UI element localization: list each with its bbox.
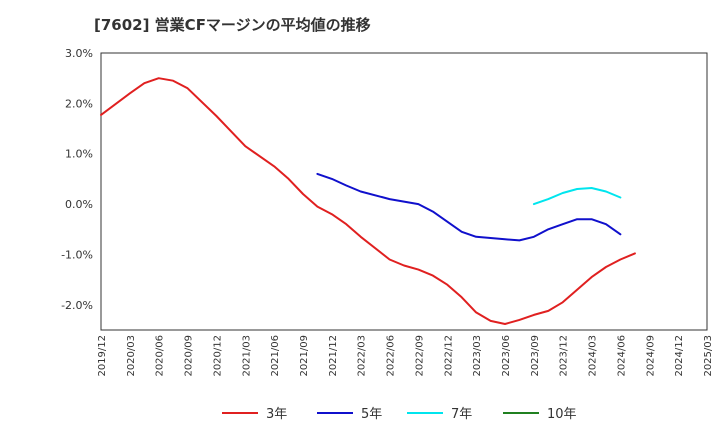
legend-label: 10年 (547, 407, 577, 422)
x-tick-label: 2020/06 (155, 335, 166, 377)
x-axis-ticks: 2019/12 2020/03 2020/06 2020/09 2020/12 2021/… (97, 335, 714, 377)
x-tick-label: 2024/12 (674, 335, 685, 377)
y-tick-label: 3.0% (65, 47, 93, 60)
x-tick-label: 2022/03 (357, 335, 368, 377)
axes (100, 52, 708, 331)
legend-label: 7年 (451, 407, 472, 422)
series-line (316, 172, 622, 242)
x-tick-label: 2023/09 (530, 335, 541, 377)
legend: 3年 5年 7年 10年 (222, 407, 577, 422)
chart-title: [7602] 営業CFマージンの平均値の推移 (94, 16, 371, 34)
x-tick-label: 2024/03 (588, 335, 599, 377)
y-tick-label: 0.0% (65, 198, 93, 211)
x-tick-label: 2023/03 (472, 335, 483, 377)
x-tick-label: 2025/03 (703, 335, 714, 377)
series-line (100, 77, 636, 325)
x-tick-label: 2024/09 (645, 335, 656, 377)
series-lines (100, 77, 636, 325)
y-tick-label: 1.0% (65, 148, 93, 161)
x-tick-label: 2021/12 (328, 335, 339, 377)
legend-label: 3年 (266, 407, 287, 422)
x-tick-label: 2020/03 (126, 335, 137, 377)
x-tick-label: 2023/12 (559, 335, 570, 377)
series-line (532, 187, 622, 206)
x-tick-label: 2022/06 (386, 335, 397, 377)
x-tick-label: 2022/09 (414, 335, 425, 377)
x-tick-label: 2021/03 (241, 335, 252, 377)
x-tick-label: 2020/09 (184, 335, 195, 377)
y-tick-label: 2.0% (65, 97, 93, 110)
plot-frame (100, 52, 708, 331)
x-tick-label: 2022/12 (443, 335, 454, 377)
x-tick-label: 2024/06 (616, 335, 627, 377)
y-tick-label: -1.0% (61, 248, 93, 261)
x-tick-label: 2019/12 (97, 335, 108, 377)
x-tick-label: 2021/06 (270, 335, 281, 377)
x-tick-label: 2020/12 (212, 335, 223, 377)
x-tick-label: 2023/06 (501, 335, 512, 377)
x-tick-label: 2021/09 (299, 335, 310, 377)
legend-label: 5年 (361, 407, 382, 422)
y-axis-ticks: 3.0% 2.0% 1.0% 0.0% -1.0% -2.0% (61, 47, 93, 312)
y-tick-label: -2.0% (61, 299, 93, 312)
